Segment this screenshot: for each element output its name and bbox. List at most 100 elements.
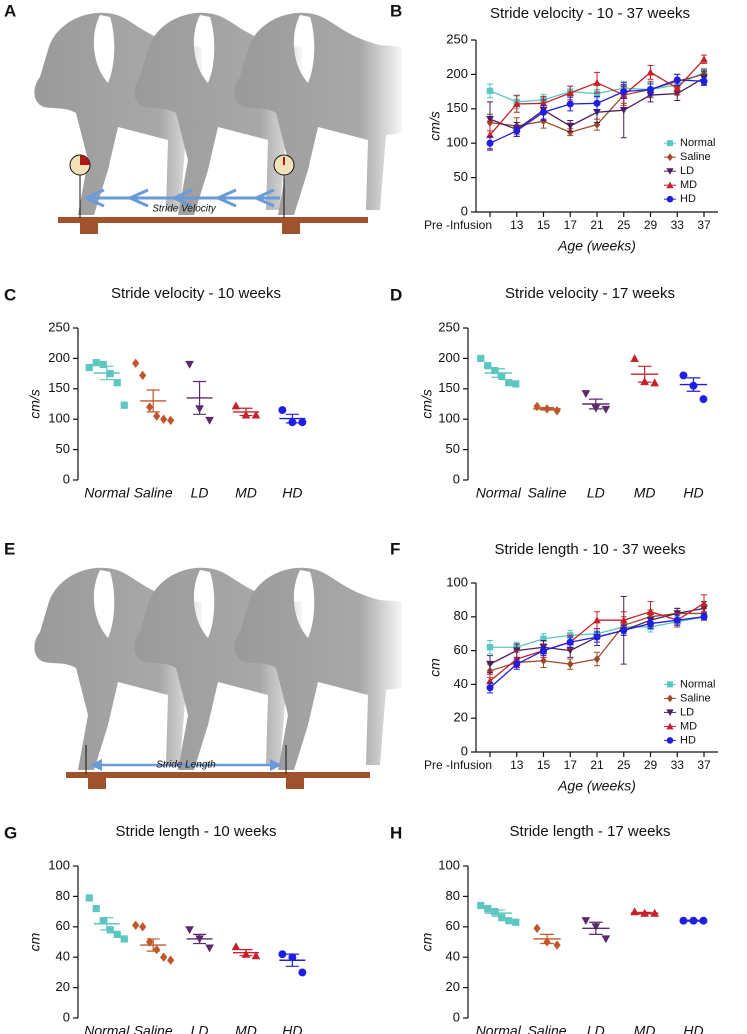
marker	[646, 86, 655, 94]
marker	[630, 907, 639, 916]
marker	[205, 416, 214, 425]
marker	[667, 694, 673, 703]
x-tick-label: LD	[587, 1023, 605, 1034]
sem-bar	[637, 365, 652, 383]
marker	[700, 599, 708, 607]
y-tick-label: 100	[438, 857, 460, 872]
marker	[620, 88, 628, 96]
sem-bar	[686, 377, 701, 392]
x-tick-label: 21	[590, 218, 604, 232]
marker	[85, 363, 93, 372]
marker	[540, 635, 547, 642]
legend-label: Normal	[680, 678, 715, 690]
x-tick-label: MD	[634, 1023, 656, 1034]
marker	[484, 904, 492, 913]
marker	[205, 944, 214, 953]
marker	[513, 660, 521, 668]
y-axis-title: cm	[27, 932, 43, 951]
marker	[666, 168, 674, 175]
marker	[491, 366, 499, 375]
x-tick-label: 15	[537, 758, 551, 772]
marker	[593, 99, 601, 107]
x-tick-label: 25	[617, 758, 631, 772]
x-tick-label: 25	[617, 218, 631, 232]
marker	[120, 401, 128, 409]
chart-title: Stride length - 10 - 37 weeks	[495, 541, 686, 558]
marker	[593, 90, 601, 97]
x-axis-title: Age (weeks)	[557, 238, 636, 254]
x-tick-label: Normal	[476, 485, 522, 501]
panel-label: A	[4, 1, 16, 20]
marker	[566, 89, 575, 97]
marker	[298, 418, 307, 427]
sem-bar	[193, 933, 207, 945]
y-tick-label: 100	[48, 411, 70, 426]
marker	[650, 378, 659, 387]
y-tick-label: 100	[446, 135, 468, 150]
chart-panel: F Stride length - 10 - 37 weeks cm 0 20 40 60 8…	[390, 539, 718, 794]
marker	[581, 917, 591, 926]
marker	[700, 55, 708, 63]
marker	[620, 626, 628, 634]
sem-bar	[589, 398, 603, 410]
x-tick-label: Normal	[476, 1023, 522, 1034]
sem-bar	[540, 933, 554, 945]
marker	[667, 681, 673, 688]
marker	[539, 647, 548, 655]
x-tick-label: LD	[587, 485, 605, 501]
y-tick-label: 40	[454, 676, 468, 691]
sem-bar	[100, 365, 114, 381]
legend-label: Normal	[680, 137, 715, 149]
chart-panel: H Stride length - 17 weeks cm 0 20 40 60 80 100 N…	[390, 823, 708, 1034]
y-axis-title: cm/s	[427, 111, 443, 141]
chart-panel: G Stride length - 10 weeks cm 0 20 40 60 80 100 N…	[4, 823, 307, 1034]
marker	[666, 709, 674, 716]
legend-label: Saline	[680, 692, 711, 704]
y-axis-title: cm/s	[419, 389, 435, 419]
caption: Stride Length	[156, 760, 216, 771]
marker	[139, 922, 147, 932]
marker	[553, 940, 561, 950]
panel-label: B	[390, 1, 402, 20]
y-axis-title: cm/s	[27, 389, 43, 419]
x-tick-label: Saline	[134, 485, 173, 501]
sem-bar	[285, 953, 299, 967]
x-tick-label: 29	[644, 758, 658, 772]
legend-label: HD	[680, 734, 696, 746]
chart-panel: D Stride velocity - 17 weeks cm/s 0 50 100 150…	[390, 285, 708, 501]
marker	[278, 406, 287, 415]
x-tick-label: Saline	[528, 485, 567, 501]
marker	[646, 607, 655, 615]
marker	[120, 935, 128, 943]
legend-label: LD	[680, 706, 694, 718]
marker	[593, 633, 601, 641]
marker	[185, 926, 194, 935]
marker	[567, 128, 574, 137]
y-tick-label: 80	[454, 608, 468, 623]
x-tick-label: 17	[564, 758, 578, 772]
marker	[666, 722, 674, 730]
marker	[132, 920, 140, 930]
marker	[99, 360, 107, 369]
marker	[567, 659, 574, 669]
panel-label: H	[390, 823, 402, 842]
marker	[99, 917, 107, 925]
sem-bar	[540, 407, 554, 411]
marker	[185, 360, 194, 369]
marker	[477, 354, 485, 362]
x-tick-label: 37	[697, 758, 711, 772]
marker	[278, 950, 287, 959]
marker	[513, 127, 521, 135]
legend-label: Saline	[680, 151, 711, 163]
marker	[666, 181, 674, 189]
y-tick-label: 150	[438, 380, 460, 395]
y-tick-label: 40	[56, 949, 70, 964]
sem-bar	[100, 917, 114, 931]
marker	[486, 660, 494, 668]
foot-block	[80, 222, 98, 234]
marker	[498, 914, 506, 922]
y-tick-label: 250	[446, 31, 468, 46]
marker	[646, 620, 655, 628]
chart-title: Stride velocity - 10 weeks	[111, 285, 281, 302]
